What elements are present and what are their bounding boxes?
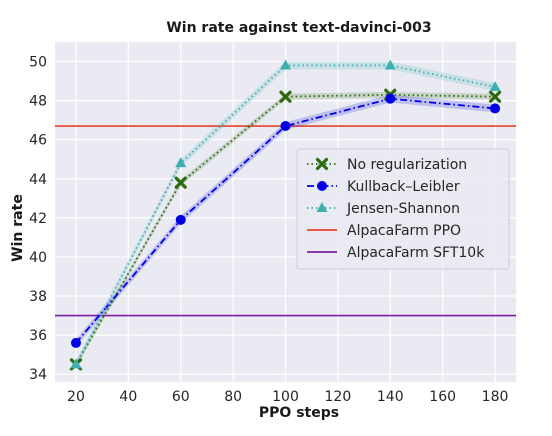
data-point (175, 157, 187, 168)
data-point (490, 103, 501, 114)
x-tick-label: 120 (325, 389, 352, 405)
y-tick-label: 42 (29, 211, 47, 227)
series-markers (69, 59, 502, 371)
x-tick-label: 80 (224, 389, 242, 405)
data-point (70, 337, 81, 348)
series-line (75, 97, 496, 344)
y-tick-label: 48 (29, 94, 47, 110)
x-tick-labels: 20 40 60 80 100 120 140 160 180 (67, 389, 508, 405)
data-point (384, 59, 396, 70)
data-point (315, 157, 329, 171)
x-tick-label: 140 (377, 389, 404, 405)
data-point (70, 358, 82, 369)
x-axis-label: PPO steps (259, 405, 339, 421)
data-point (280, 121, 291, 132)
data-point (175, 214, 186, 225)
legend: No regularization Kullback–Leibler Jensen-… (296, 148, 510, 270)
y-axis-label: Win rate (10, 194, 26, 262)
data-point (174, 176, 187, 189)
y-tick-label: 50 (29, 55, 47, 71)
x-tick-label: 180 (482, 389, 509, 405)
legend-label: Jensen-Shannon (346, 201, 460, 217)
y-tick-label: 40 (29, 250, 47, 266)
legend-label: No regularization (347, 157, 467, 173)
legend-label: Kullback–Leibler (347, 179, 460, 195)
legend-label: AlpacaFarm PPO (347, 223, 461, 239)
x-tick-label: 100 (272, 389, 299, 405)
x-tick-label: 160 (429, 389, 456, 405)
y-tick-label: 34 (29, 367, 47, 383)
y-tick-label: 44 (29, 172, 47, 188)
y-tick-label: 46 (29, 133, 47, 149)
series-line (75, 93, 496, 365)
data-point (316, 202, 328, 212)
x-tick-label: 20 (67, 389, 85, 405)
y-tick-label: 38 (29, 289, 47, 305)
data-point (385, 93, 396, 104)
data-point (489, 80, 501, 91)
chart-title: Win rate against text-davinci-003 (166, 20, 431, 36)
legend-label: AlpacaFarm SFT10k (347, 245, 485, 261)
data-point (317, 181, 327, 191)
y-tick-labels: 34 36 38 40 42 44 46 48 50 (29, 55, 47, 384)
x-tick-label: 60 (172, 389, 190, 405)
data-point (488, 90, 502, 103)
legend-box (296, 148, 510, 270)
data-point (279, 90, 292, 103)
data-point (280, 59, 291, 70)
y-tick-label: 36 (29, 328, 47, 344)
x-tick-label: 40 (119, 389, 137, 405)
